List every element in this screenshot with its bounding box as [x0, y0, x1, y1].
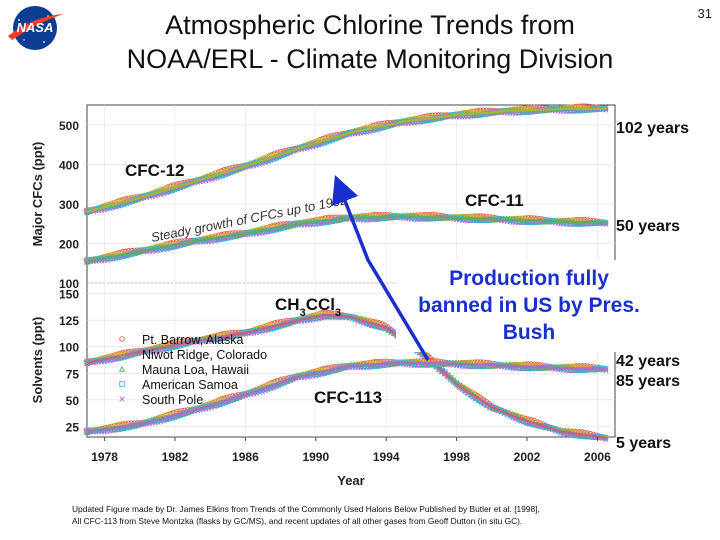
lifetime-cfc-113: 85 years	[616, 373, 680, 390]
ban-arrow	[332, 174, 430, 361]
legend-label: Niwot Ridge, Colorado	[142, 348, 267, 362]
y-tick-label-bottom: 100	[59, 341, 79, 355]
x-axis-label: Year	[337, 473, 364, 488]
label-cfc-113: CFC-113	[314, 388, 382, 407]
legend-marker	[119, 396, 125, 402]
legend-marker	[119, 336, 125, 342]
x-tick-label: 1978	[91, 450, 118, 464]
nasa-logo: NASA	[4, 2, 66, 59]
label-ch3ccl3-part: CH	[275, 295, 300, 314]
series-cfc-113	[83, 357, 609, 436]
y-axis-label-top: Major CFCs (ppt)	[30, 142, 45, 247]
chlorine-trends-chart: 100 200 300 400 500 25 50 75 100 125 150 1978 1982 19…	[30, 103, 689, 488]
y-tick-label-bottom: 75	[66, 367, 80, 381]
series-cfc-12	[83, 103, 609, 216]
series-cfc-12-trend-line	[86, 107, 607, 213]
legend-label: South Pole	[142, 393, 203, 407]
x-tick-label: 1994	[373, 450, 400, 464]
lifetime-ch3ccl3: 5 years	[616, 435, 671, 452]
x-tick-label: 2002	[514, 450, 541, 464]
ban-callout-line-2: banned in US by Pres.	[418, 294, 640, 317]
y-tick-label-top: 100	[59, 277, 79, 291]
svg-text:NASA: NASA	[17, 20, 54, 35]
footer-credits: Updated Figure made by Dr. James Elkins …	[72, 503, 712, 527]
footer-line-1: Updated Figure made by Dr. James Elkins …	[72, 504, 540, 514]
series-cfc-113-trend-line	[86, 361, 607, 433]
label-cfc-11: CFC-11	[465, 191, 524, 210]
series-ch3ccl3-trend-line	[86, 313, 607, 440]
label-ch3ccl3-part: 3	[300, 307, 306, 319]
page-number: 31	[697, 6, 712, 21]
legend-label: Pt. Barrow, Alaska	[142, 333, 243, 347]
x-tick-label: 1998	[443, 450, 470, 464]
legend-marker	[119, 381, 125, 387]
title-line-2: NOAA/ERL - Climate Monitoring Division	[126, 44, 614, 74]
footer-line-2: All CFC-113 from Steve Montzka (flasks b…	[72, 516, 523, 526]
label-ch3ccl3-part: 3	[335, 307, 341, 319]
y-tick-label-bottom: 25	[66, 420, 80, 434]
label-ch3ccl3: CH3CCl3	[275, 295, 341, 319]
x-tick-label: 2006	[584, 450, 611, 464]
series-cfc-11	[83, 211, 609, 265]
title-line-1: Atmospheric Chlorine Trends from	[165, 10, 575, 40]
lifetime-cfc-11: 50 years	[616, 218, 680, 235]
y-tick-label-bottom: 150	[59, 288, 79, 302]
x-tick-label: 1982	[162, 450, 189, 464]
lifetime-cfc-12: 102 years	[616, 120, 689, 137]
y-tick-label-top: 200	[59, 237, 79, 251]
legend-label: American Samoa	[142, 378, 238, 392]
lifetime-ccl4: 42 years	[616, 353, 680, 370]
y-tick-label-bottom: 125	[59, 314, 79, 328]
legend-marker	[119, 351, 125, 357]
legend-label: Mauna Loa, Hawaii	[142, 363, 249, 377]
x-tick-label: 1990	[302, 450, 329, 464]
ban-callout-box	[396, 260, 662, 352]
y-tick-label-top: 500	[59, 119, 79, 133]
label-ch3ccl3-part: CCl	[306, 295, 335, 314]
y-tick-label-top: 400	[59, 158, 79, 172]
y-axis-label-bottom: Solvents (ppt)	[30, 317, 45, 404]
slide-title: Atmospheric Chlorine Trends from NOAA/ER…	[60, 8, 680, 76]
ban-callout-line-1: Production fully	[449, 267, 609, 290]
x-tick-label: 1986	[232, 450, 259, 464]
y-tick-label-top: 300	[59, 198, 79, 212]
y-tick-label-bottom: 50	[66, 394, 80, 408]
legend-marker	[118, 365, 126, 372]
label-cfc-12: CFC-12	[125, 161, 185, 180]
ban-callout-line-3: Bush	[503, 321, 556, 344]
